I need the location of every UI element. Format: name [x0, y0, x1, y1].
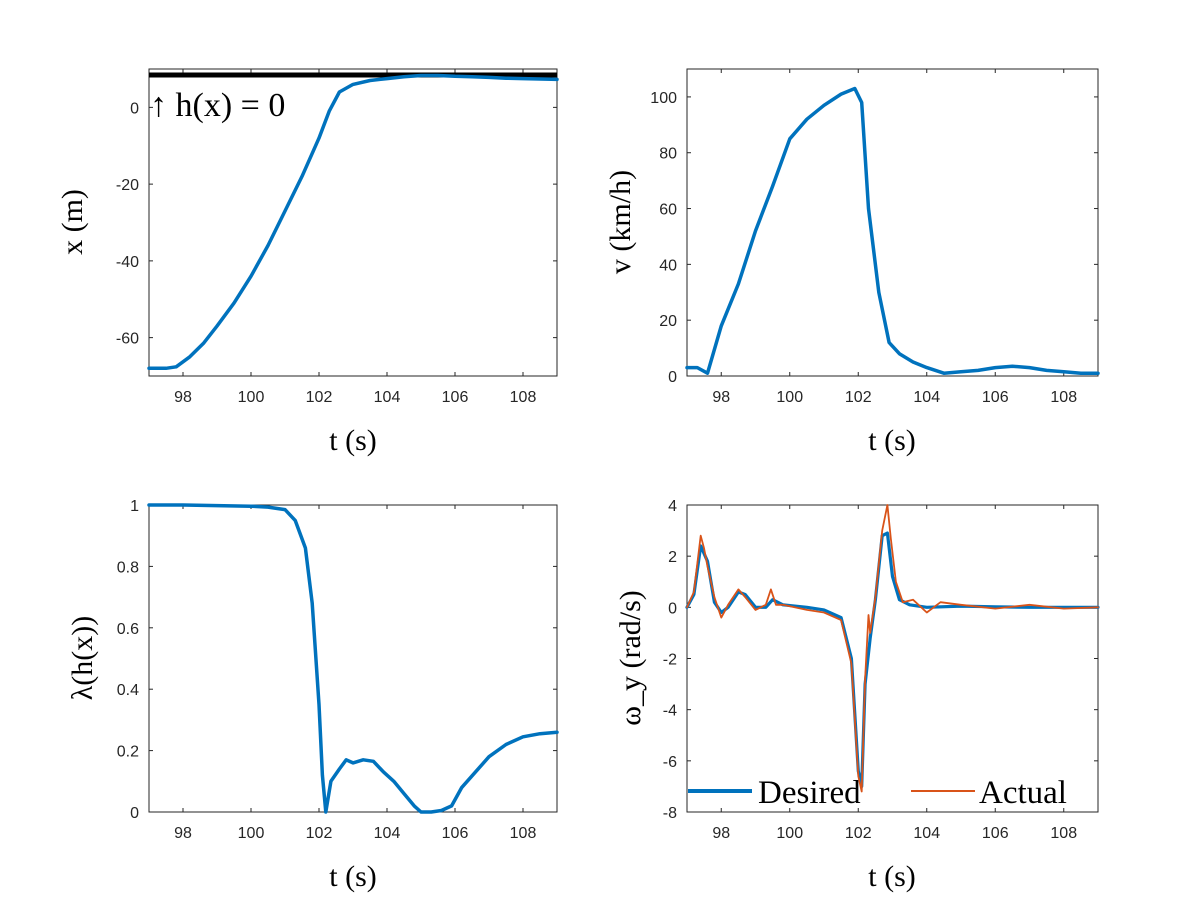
y-axis-label: v (km/h) [604, 170, 637, 274]
position-plot: 98 100 102 104 106 108 -60 -40 -20 0 ↑ h(x) = 0 t… [56, 68, 559, 457]
y-tick-label: 0.8 [117, 559, 139, 576]
lambda-plot: 98 100 102 104 106 108 0 0.2 0.4 0.6 0.8 1 t (s) λ(… [66, 498, 559, 893]
y-tick-label: 0.4 [117, 682, 139, 699]
ticks: 98 100 102 104 106 108 0 20 40 60 80 100 [650, 69, 1098, 406]
x-tick-label: 100 [776, 389, 803, 406]
y-tick-label: -6 [663, 754, 677, 771]
y-tick-label: 80 [659, 146, 677, 163]
y-tick-label: 2 [668, 549, 677, 566]
series-line-v [685, 86, 1100, 375]
x-tick-label: 108 [1050, 825, 1077, 842]
x-tick-label: 102 [306, 825, 333, 842]
x-tick-label: 98 [712, 825, 730, 842]
y-tick-label: -8 [663, 805, 677, 822]
series-group [147, 503, 559, 814]
y-tick-label: 0 [668, 369, 677, 386]
x-axis-label: t (s) [329, 860, 377, 893]
plot-area [686, 68, 1099, 377]
y-tick-label: 1 [130, 498, 139, 515]
x-axis-label: t (s) [868, 860, 916, 893]
y-tick-label: 20 [659, 313, 677, 330]
series-line-λ(h(x)) [147, 503, 559, 814]
ticks: 98 100 102 104 106 108 -8 -6 -4 -2 0 2 4 [663, 498, 1098, 842]
velocity-plot: 98 100 102 104 106 108 0 20 40 60 80 100 t (s) v (k… [604, 68, 1100, 457]
x-tick-label: 100 [238, 389, 265, 406]
x-tick-label: 104 [913, 389, 940, 406]
y-tick-label: 60 [659, 202, 677, 219]
x-tick-label: 98 [174, 389, 192, 406]
legend-label-desired: Desired [758, 775, 861, 811]
x-axis-label: t (s) [329, 424, 377, 457]
y-tick-label: 0 [668, 600, 677, 617]
y-tick-label: 100 [650, 90, 677, 107]
series-group [685, 86, 1100, 375]
series-group [147, 73, 559, 371]
series-line-x [147, 73, 559, 371]
plot-area [148, 504, 558, 813]
y-axis-label: λ(h(x)) [66, 616, 99, 701]
x-tick-label: 108 [1050, 389, 1077, 406]
y-tick-label: -20 [116, 177, 139, 194]
angular-rate-plot: 98 100 102 104 106 108 -8 -6 -4 -2 0 2 4 Desired Act… [614, 498, 1100, 893]
x-tick-label: 98 [712, 389, 730, 406]
legend: Desired Actual [688, 775, 1067, 811]
x-tick-label: 104 [374, 389, 401, 406]
y-tick-label: 0.6 [117, 621, 139, 638]
x-tick-label: 100 [238, 825, 265, 842]
x-tick-label: 102 [845, 825, 872, 842]
x-axis-label: t (s) [868, 424, 916, 457]
x-tick-label: 104 [374, 825, 401, 842]
y-tick-label: 0.2 [117, 744, 139, 761]
y-tick-label: -40 [116, 254, 139, 271]
x-tick-label: 106 [982, 825, 1009, 842]
x-tick-label: 106 [442, 825, 469, 842]
x-tick-label: 104 [913, 825, 940, 842]
x-tick-label: 102 [306, 389, 333, 406]
series-group [685, 504, 1100, 793]
boundary-annotation: ↑ h(x) = 0 [150, 87, 285, 124]
y-tick-label: 0 [130, 100, 139, 117]
y-tick-label: -4 [663, 703, 677, 720]
y-tick-label: 0 [130, 805, 139, 822]
ticks: 98 100 102 104 106 108 0 0.2 0.4 0.6 0.8 1 [117, 498, 557, 842]
y-tick-label: 40 [659, 257, 677, 274]
series-line-actual [686, 504, 1099, 793]
ticks: 98 100 102 104 106 108 -60 -40 -20 0 [116, 69, 557, 406]
x-tick-label: 108 [510, 389, 537, 406]
y-tick-label: -60 [116, 331, 139, 348]
y-axis-label: x (m) [56, 189, 89, 255]
x-tick-label: 102 [845, 389, 872, 406]
y-axis-label: ω_y (rad/s) [614, 590, 647, 726]
x-tick-label: 98 [174, 825, 192, 842]
legend-label-actual: Actual [979, 775, 1067, 811]
x-tick-label: 106 [442, 389, 469, 406]
y-tick-label: 4 [668, 498, 677, 515]
x-tick-label: 106 [982, 389, 1009, 406]
y-tick-label: -2 [663, 652, 677, 669]
x-tick-label: 100 [776, 825, 803, 842]
x-tick-label: 108 [510, 825, 537, 842]
